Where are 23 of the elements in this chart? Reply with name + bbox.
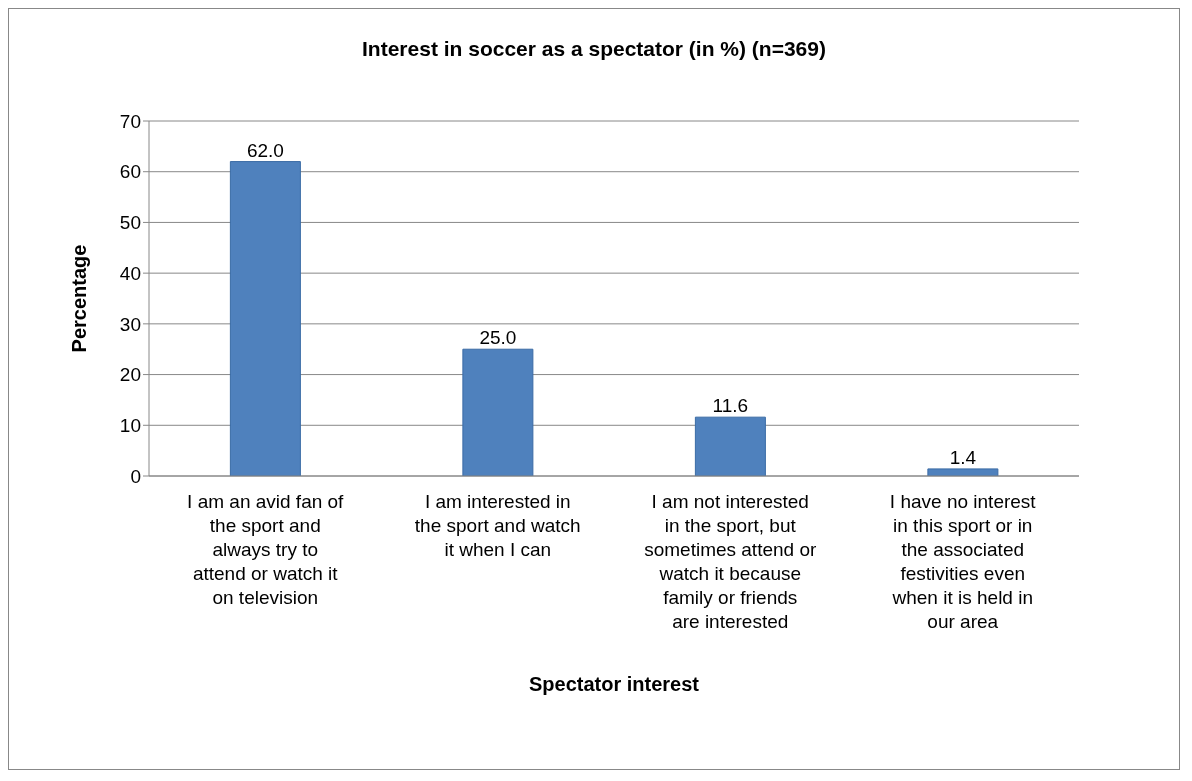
x-tick-label: I am an avid fan of the sport and always try to attend or watch it on television xyxy=(187,491,345,608)
data-label: 62.0 xyxy=(246,139,284,161)
chart-title: Interest in soccer as a spectator (in %) (n=369) xyxy=(361,37,827,61)
y-tick-label: 10 xyxy=(119,415,141,437)
bar xyxy=(927,468,999,476)
y-tick-label: 40 xyxy=(119,262,141,284)
x-tick-label: I have no interest in this sport or in the associated festivities even when it is held in our area xyxy=(889,491,1037,632)
data-label: 25.0 xyxy=(479,327,517,349)
y-tick-label: 50 xyxy=(119,212,141,234)
bar xyxy=(229,161,301,476)
data-label: 1.4 xyxy=(949,446,977,468)
y-tick-label: 0 xyxy=(130,465,141,487)
y-axis-title: Percentage xyxy=(68,244,91,353)
y-tick-label: 20 xyxy=(119,364,141,386)
data-label: 11.6 xyxy=(712,395,749,417)
x-tick-label: I am interested in the sport and watch it when I can xyxy=(414,491,581,560)
bar xyxy=(694,416,766,476)
y-tick-label: 30 xyxy=(119,313,141,335)
y-tick-label: 60 xyxy=(119,161,141,183)
x-tick-label: I am not interested in the sport, but sometimes attend or watch it because family or friends are interested xyxy=(644,491,817,632)
x-axis-title: Spectator interest xyxy=(528,673,700,695)
bar xyxy=(462,348,534,476)
y-tick-label: 70 xyxy=(119,110,141,132)
